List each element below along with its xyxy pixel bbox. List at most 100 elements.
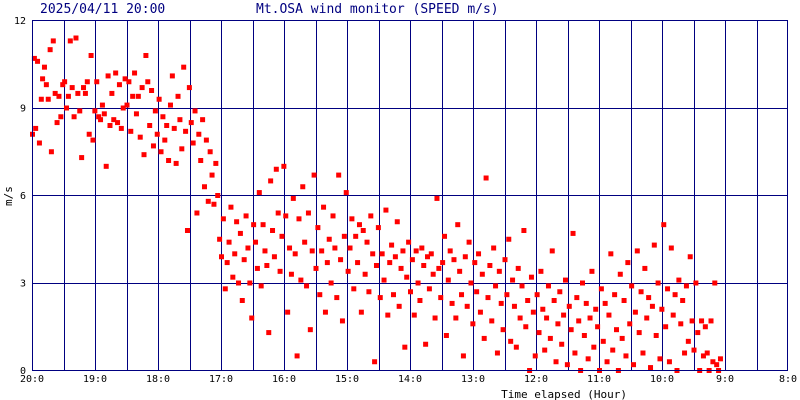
data-point — [687, 254, 693, 260]
data-point — [680, 298, 686, 303]
data-point — [338, 257, 344, 263]
data-point — [141, 152, 147, 158]
data-point — [481, 335, 487, 341]
data-point — [268, 178, 274, 184]
data-point — [491, 245, 497, 251]
data-point — [73, 35, 79, 41]
data-point — [453, 315, 459, 321]
data-point — [530, 309, 536, 315]
data-point — [579, 280, 585, 286]
data-point — [247, 280, 253, 286]
data-point — [528, 274, 534, 280]
data-point — [45, 96, 51, 102]
data-point — [105, 73, 111, 79]
x-tick-label: 14:0 — [398, 374, 422, 385]
data-point — [379, 251, 385, 257]
data-point — [390, 292, 396, 298]
data-point — [663, 324, 669, 330]
data-point — [542, 347, 548, 353]
y-tick-label: 3 — [20, 279, 26, 290]
data-point — [139, 85, 145, 91]
data-point — [154, 131, 160, 137]
data-point — [670, 312, 676, 318]
data-point — [360, 228, 366, 233]
data-point — [702, 324, 708, 330]
data-point — [655, 280, 661, 286]
x-tick-label: 15:0 — [335, 374, 359, 385]
x-tick-labels: 20:0 19:0 18:0 17:0 16:0 15:0 14:0 13:0 12:0 11:0… — [20, 374, 797, 385]
data-point — [313, 265, 319, 271]
data-point — [147, 123, 153, 128]
data-point — [184, 228, 190, 233]
data-point — [116, 82, 122, 88]
data-point — [69, 85, 75, 91]
data-point — [103, 163, 109, 169]
data-point — [196, 131, 202, 137]
data-point — [234, 219, 240, 225]
data-point — [241, 257, 247, 263]
data-point — [36, 140, 42, 146]
x-tick-label: 8:0 — [779, 374, 797, 385]
data-point — [614, 327, 620, 333]
data-point — [364, 239, 370, 245]
data-point — [493, 283, 499, 289]
y-axis-label: m/s — [2, 186, 15, 206]
data-point — [132, 70, 138, 76]
data-point — [71, 114, 77, 120]
x-tick-label: 20:0 — [20, 374, 44, 385]
data-point — [574, 295, 580, 301]
data-point — [149, 88, 155, 93]
data-point — [311, 172, 317, 178]
data-point — [237, 230, 243, 236]
data-point — [434, 195, 440, 201]
data-point — [383, 207, 389, 213]
data-point — [398, 265, 404, 271]
data-point — [179, 146, 185, 152]
data-point — [625, 260, 631, 266]
data-point — [217, 236, 223, 242]
data-point — [94, 79, 100, 85]
data-point — [41, 64, 47, 70]
data-point — [438, 295, 444, 301]
x-tick-label: 13:0 — [461, 374, 485, 385]
timestamp-label: 2025/04/11 20:00 — [40, 2, 165, 17]
data-point — [691, 347, 697, 353]
data-point — [135, 93, 141, 99]
data-point — [430, 271, 436, 277]
data-point — [425, 254, 431, 260]
data-point — [640, 350, 646, 356]
data-point — [307, 327, 313, 333]
data-point — [693, 280, 699, 286]
data-point — [515, 265, 521, 271]
data-point — [581, 333, 587, 338]
data-point — [619, 335, 625, 341]
data-point — [523, 324, 529, 330]
data-point — [101, 111, 107, 117]
data-point — [417, 298, 423, 303]
data-point — [472, 260, 478, 266]
data-point — [351, 286, 357, 292]
data-point — [368, 213, 374, 219]
data-point — [678, 321, 684, 327]
data-point — [96, 114, 102, 120]
data-point — [498, 300, 504, 306]
data-point — [387, 260, 393, 266]
data-point — [281, 163, 287, 169]
chart-title: Mt.OSA wind monitor (SPEED m/s) — [256, 2, 499, 17]
data-point — [375, 225, 381, 231]
data-point — [564, 362, 570, 368]
data-point — [657, 356, 663, 362]
data-point — [372, 359, 378, 365]
data-point — [695, 330, 701, 336]
y-tick-label: 12 — [14, 16, 26, 27]
data-point — [462, 254, 468, 260]
data-point — [459, 292, 465, 298]
data-point — [604, 359, 610, 365]
data-point — [249, 315, 255, 321]
data-point — [500, 327, 506, 333]
data-point — [201, 184, 207, 190]
data-point — [406, 239, 412, 245]
data-point — [90, 137, 96, 143]
x-axis-label: Time elapsed (Hour) — [501, 388, 627, 400]
